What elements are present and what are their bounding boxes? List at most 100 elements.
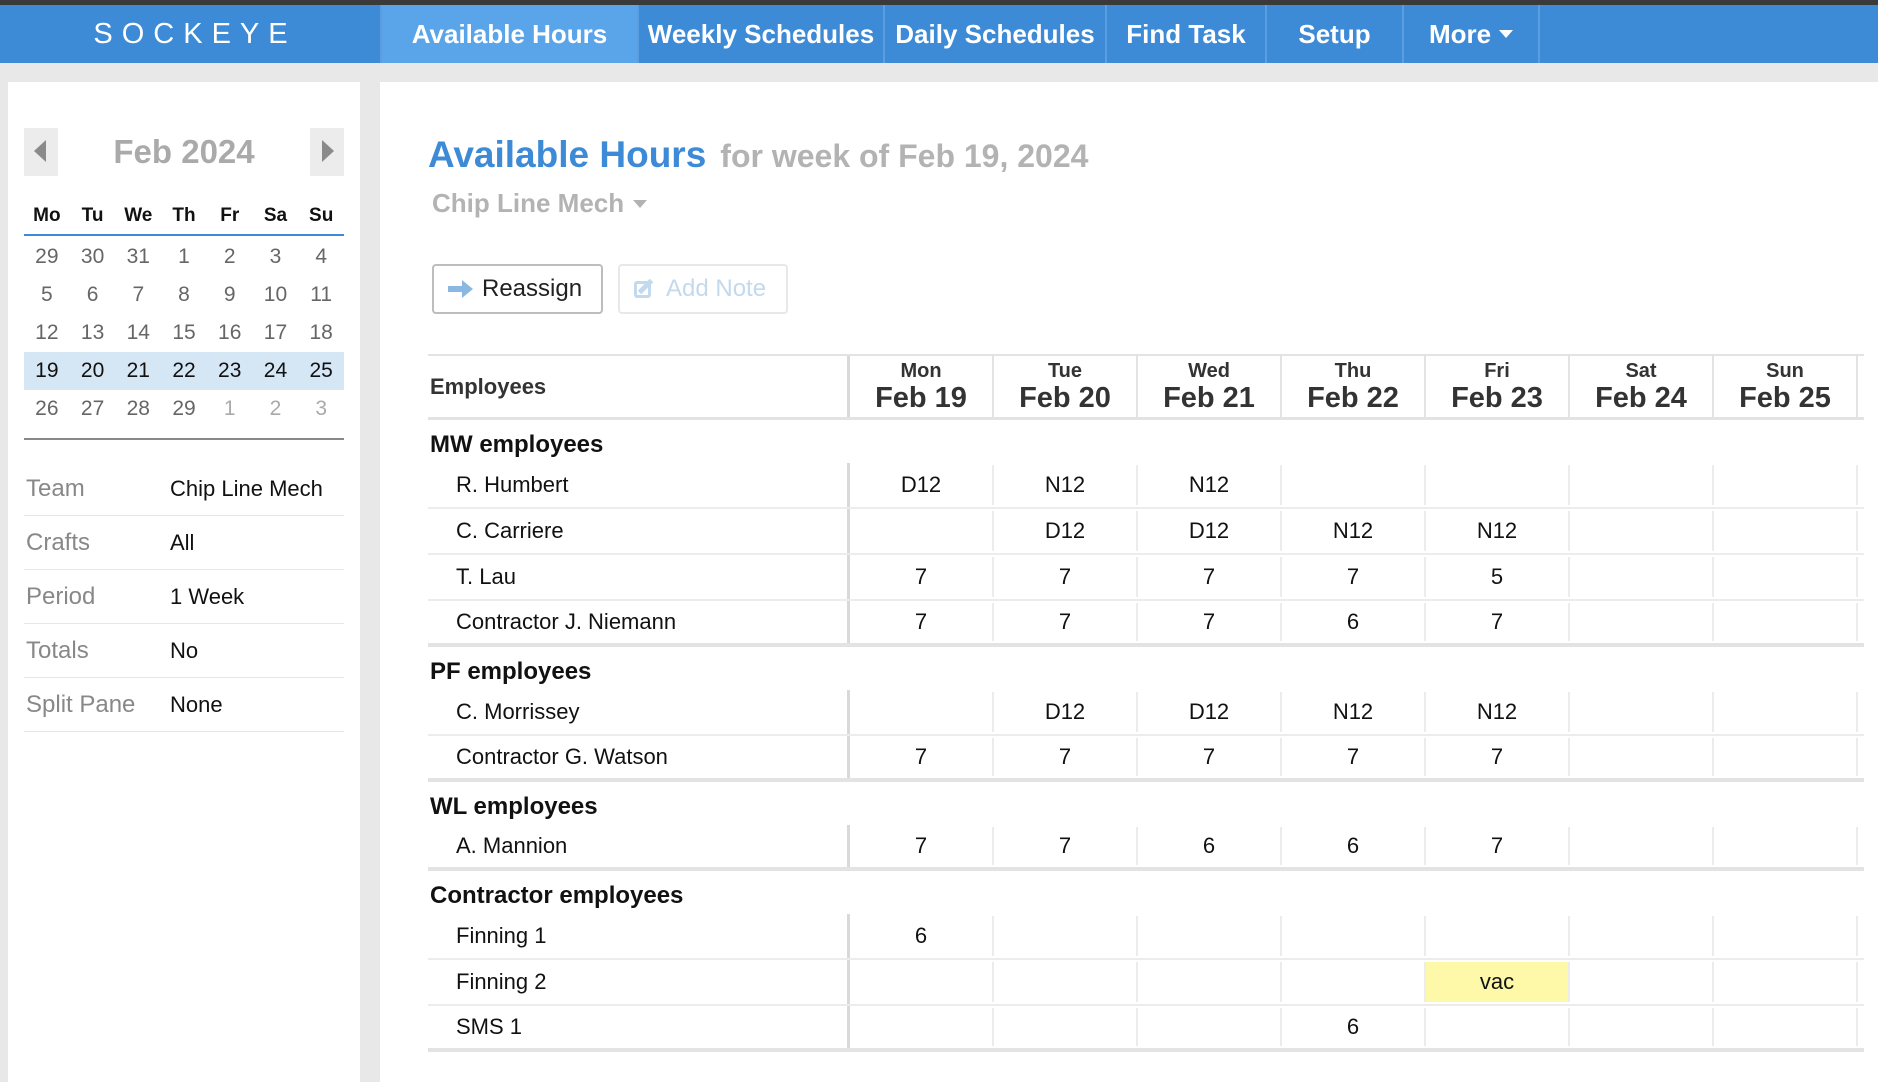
calendar-day[interactable]: 13 bbox=[80, 321, 105, 344]
next-month-button[interactable] bbox=[310, 128, 344, 176]
calendar-day[interactable]: 3 bbox=[315, 397, 328, 420]
employee-name[interactable]: Contractor J. Niemann bbox=[428, 601, 850, 643]
nav-setup[interactable]: Setup bbox=[1265, 5, 1402, 63]
hours-cell[interactable] bbox=[1138, 962, 1282, 1002]
hours-cell[interactable] bbox=[1426, 465, 1570, 505]
hours-cell[interactable]: 7 bbox=[1426, 603, 1570, 641]
calendar-day[interactable]: 12 bbox=[35, 321, 59, 344]
calendar-week-selected[interactable]: 19 20 21 22 23 24 25 bbox=[24, 352, 344, 390]
employee-name[interactable]: T. Lau bbox=[428, 555, 850, 599]
hours-cell[interactable]: 7 bbox=[1282, 738, 1426, 776]
day-column-header[interactable]: Tue Feb 20 bbox=[994, 356, 1138, 417]
hours-cell[interactable]: 7 bbox=[850, 557, 994, 597]
table-row[interactable]: Contractor J. Niemann 7 7 7 6 7 bbox=[428, 601, 1864, 647]
calendar-day[interactable]: 25 bbox=[309, 359, 333, 382]
hours-cell[interactable]: 7 bbox=[1426, 827, 1570, 865]
hours-cell[interactable] bbox=[1714, 465, 1858, 505]
calendar-day[interactable]: 11 bbox=[310, 283, 333, 306]
setting-crafts[interactable]: Crafts All bbox=[24, 516, 344, 570]
nav-daily-schedules[interactable]: Daily Schedules bbox=[883, 5, 1105, 63]
table-row[interactable]: Contractor G. Watson 7 7 7 7 7 bbox=[428, 736, 1864, 782]
hours-cell[interactable]: 7 bbox=[994, 827, 1138, 865]
team-dropdown[interactable]: Chip Line Mech bbox=[432, 188, 648, 219]
calendar-day[interactable]: 19 bbox=[35, 359, 59, 382]
employee-name[interactable]: A. Mannion bbox=[428, 825, 850, 867]
hours-cell[interactable] bbox=[1570, 692, 1714, 732]
day-column-header[interactable]: Wed Feb 21 bbox=[1138, 356, 1282, 417]
hours-cell[interactable]: 7 bbox=[994, 603, 1138, 641]
calendar-day[interactable]: 28 bbox=[126, 397, 150, 420]
setting-value[interactable]: 1 Week bbox=[170, 583, 245, 609]
nav-more[interactable]: More bbox=[1402, 5, 1540, 63]
hours-cell[interactable] bbox=[1714, 962, 1858, 1002]
nav-available-hours[interactable]: Available Hours bbox=[380, 5, 637, 63]
calendar-day[interactable]: 4 bbox=[315, 245, 328, 268]
add-note-button[interactable]: Add Note bbox=[618, 264, 788, 314]
nav-weekly-schedules[interactable]: Weekly Schedules bbox=[637, 5, 883, 63]
calendar-day[interactable]: 10 bbox=[263, 283, 288, 306]
hours-cell[interactable]: 6 bbox=[1282, 603, 1426, 641]
calendar-day[interactable]: 17 bbox=[263, 321, 288, 344]
hours-cell[interactable]: 7 bbox=[994, 557, 1138, 597]
calendar-day[interactable]: 1 bbox=[178, 245, 190, 268]
hours-cell[interactable]: 5 bbox=[1426, 557, 1570, 597]
hours-cell[interactable]: N12 bbox=[1426, 692, 1570, 732]
hours-cell[interactable]: N12 bbox=[1282, 511, 1426, 551]
hours-cell[interactable] bbox=[1570, 511, 1714, 551]
setting-value[interactable]: None bbox=[170, 691, 223, 717]
calendar-day[interactable]: 1 bbox=[223, 397, 236, 420]
hours-cell[interactable]: N12 bbox=[994, 465, 1138, 505]
hours-cell[interactable]: 7 bbox=[1426, 738, 1570, 776]
hours-cell[interactable] bbox=[994, 962, 1138, 1002]
hours-cell[interactable] bbox=[1714, 916, 1858, 956]
calendar-day[interactable]: 8 bbox=[178, 283, 190, 306]
hours-cell[interactable]: D12 bbox=[850, 465, 994, 505]
calendar-day[interactable]: 29 bbox=[35, 245, 59, 268]
hours-cell[interactable]: N12 bbox=[1426, 511, 1570, 551]
hours-cell[interactable] bbox=[994, 1008, 1138, 1046]
setting-split-pane[interactable]: Split Pane None bbox=[24, 678, 344, 732]
day-column-header[interactable]: Sat Feb 24 bbox=[1570, 356, 1714, 417]
hours-cell[interactable]: 6 bbox=[1282, 1008, 1426, 1046]
day-column-header[interactable]: Sun Feb 25 bbox=[1714, 356, 1858, 417]
calendar-day[interactable]: 15 bbox=[172, 321, 196, 344]
employee-name[interactable]: Finning 2 bbox=[428, 960, 850, 1004]
setting-value[interactable]: No bbox=[170, 637, 199, 663]
table-row[interactable]: Finning 2 vac bbox=[428, 960, 1864, 1006]
hours-cell[interactable]: D12 bbox=[994, 511, 1138, 551]
hours-cell[interactable] bbox=[1570, 557, 1714, 597]
calendar-day[interactable]: 30 bbox=[80, 245, 105, 268]
table-row[interactable]: T. Lau 7 7 7 7 5 bbox=[428, 555, 1864, 601]
calendar-day[interactable]: 29 bbox=[172, 397, 196, 420]
hours-cell[interactable] bbox=[850, 1008, 994, 1046]
hours-cell[interactable] bbox=[1714, 511, 1858, 551]
employee-name[interactable]: C. Carriere bbox=[428, 509, 850, 553]
setting-period[interactable]: Period 1 Week bbox=[24, 570, 344, 624]
setting-value[interactable]: Chip Line Mech bbox=[170, 475, 323, 501]
employee-name[interactable]: C. Morrissey bbox=[428, 690, 850, 734]
calendar-day[interactable]: 16 bbox=[218, 321, 242, 344]
hours-cell[interactable] bbox=[1570, 827, 1714, 865]
hours-cell[interactable] bbox=[1570, 465, 1714, 505]
hours-cell[interactable]: 7 bbox=[994, 738, 1138, 776]
hours-cell[interactable]: 7 bbox=[1282, 557, 1426, 597]
hours-cell[interactable] bbox=[1282, 962, 1426, 1002]
calendar-day[interactable]: 31 bbox=[126, 245, 150, 268]
calendar-day[interactable]: 18 bbox=[309, 321, 333, 344]
app-logo[interactable]: SOCKEYE bbox=[93, 17, 297, 50]
table-row[interactable]: A. Mannion 7 7 6 6 7 bbox=[428, 825, 1864, 871]
nav-find-task[interactable]: Find Task bbox=[1105, 5, 1265, 63]
calendar-day[interactable]: 6 bbox=[86, 283, 99, 306]
hours-cell[interactable] bbox=[1282, 465, 1426, 505]
hours-cell[interactable] bbox=[1570, 916, 1714, 956]
hours-cell[interactable]: D12 bbox=[1138, 692, 1282, 732]
calendar-day[interactable]: 5 bbox=[41, 283, 53, 306]
hours-cell[interactable] bbox=[1138, 916, 1282, 956]
day-column-header[interactable]: Thu Feb 22 bbox=[1282, 356, 1426, 417]
hours-cell[interactable] bbox=[1282, 916, 1426, 956]
calendar-day[interactable]: 27 bbox=[80, 397, 105, 420]
calendar-day[interactable]: 26 bbox=[35, 397, 59, 420]
hours-cell[interactable]: 6 bbox=[1282, 827, 1426, 865]
calendar-day[interactable]: 22 bbox=[172, 359, 196, 382]
